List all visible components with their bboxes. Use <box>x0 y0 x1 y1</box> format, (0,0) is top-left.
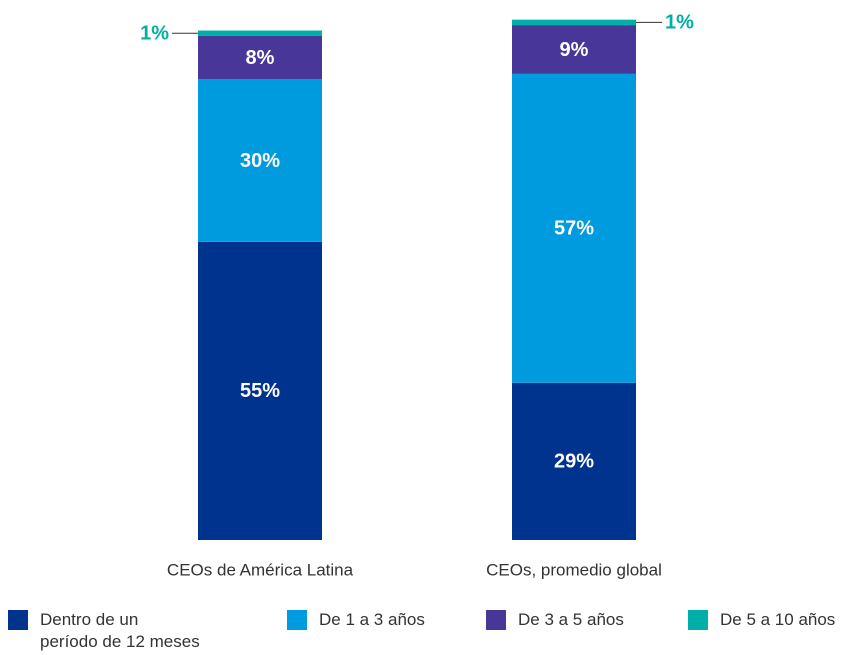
data-label: 29% <box>554 451 594 473</box>
legend-item: De 5 a 10 años <box>688 609 851 631</box>
legend-swatch <box>8 610 28 630</box>
bar-segment <box>512 19 636 26</box>
data-label: 9% <box>560 39 589 61</box>
legend-item: De 3 a 5 años <box>486 609 698 631</box>
bar-segment <box>512 25 636 74</box>
bar-segment <box>512 73 636 383</box>
x-tick-label: CEOs, promedio global <box>486 560 662 579</box>
bar-segment <box>198 79 322 242</box>
legend-label: Dentro de un período de 12 meses <box>40 610 200 651</box>
bar-segment <box>198 35 322 80</box>
legend-swatch <box>486 610 506 630</box>
data-label: 30% <box>240 150 280 172</box>
data-label: 55% <box>240 380 280 402</box>
legend-label: De 5 a 10 años <box>720 610 836 629</box>
data-label: 57% <box>554 218 594 240</box>
legend-item: Dentro de un período de 12 meses <box>8 609 200 653</box>
legend-swatch <box>688 610 708 630</box>
data-label: 1% <box>665 12 694 34</box>
x-tick-label: CEOs de América Latina <box>167 560 354 579</box>
plot: 55% 30% 8% 1% CEOs de América Latina 29% 57% 9%… <box>140 12 694 580</box>
legend-item: De 1 a 3 años <box>287 609 499 631</box>
data-label: 8% <box>246 47 275 69</box>
bar-segment <box>512 382 636 540</box>
legend-label: De 3 a 5 años <box>518 610 624 629</box>
legend-swatch <box>287 610 307 630</box>
legend-label: De 1 a 3 años <box>319 610 425 629</box>
bar-segment <box>198 30 322 36</box>
data-label: 1% <box>140 23 169 45</box>
bar-segment <box>198 241 322 540</box>
